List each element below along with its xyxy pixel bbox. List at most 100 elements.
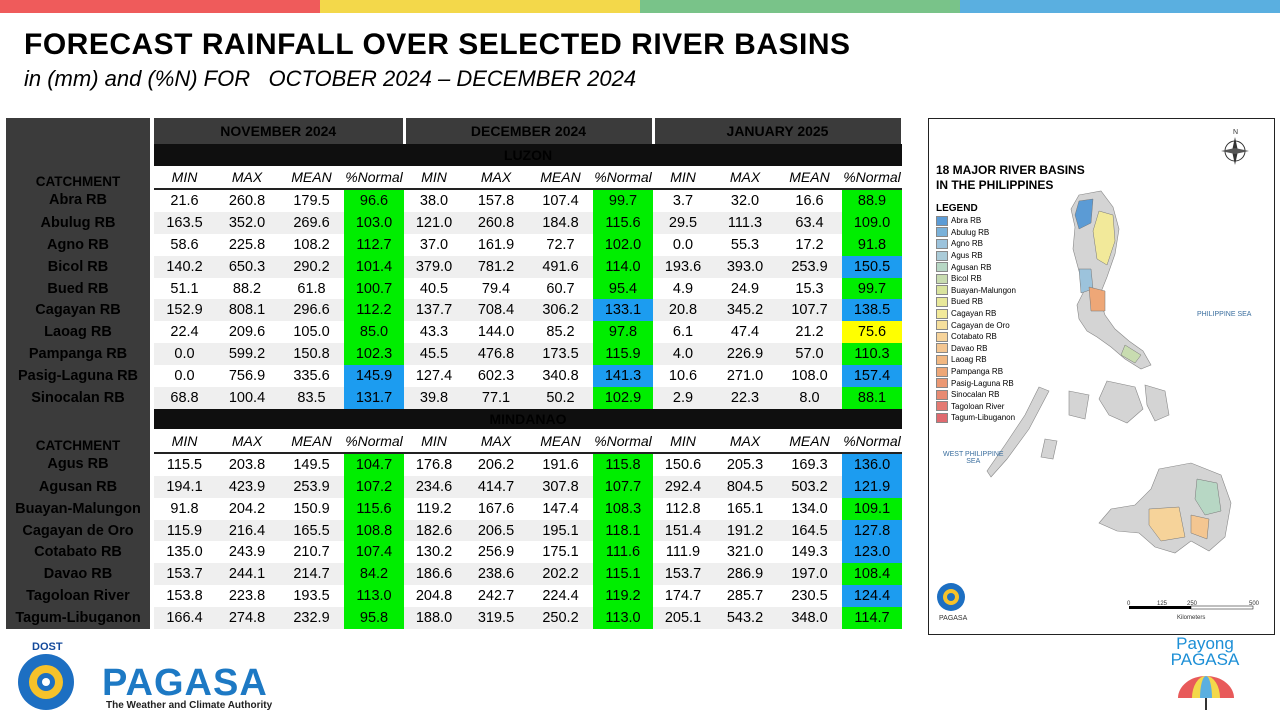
legend-swatch (936, 238, 948, 249)
legend-swatch (936, 250, 948, 261)
legend-swatch (936, 366, 948, 377)
subcolumn-header: %Normal (593, 166, 653, 190)
subcolumn-header: MIN (152, 429, 215, 454)
rainfall-cell: 17.2 (777, 233, 842, 256)
percent-normal-cell: 141.3 (593, 365, 653, 388)
subcolumn-header: MEAN (777, 429, 842, 454)
rainfall-cell: 184.8 (528, 211, 593, 234)
table-row: Abra RB 21.6 260.8 179.5 96.6 38.0 157.8 107.4 9… (6, 189, 902, 212)
legend-swatch (936, 296, 948, 307)
rainfall-cell: 223.8 (215, 585, 279, 608)
legend-item: Sinocalan RB (936, 389, 1016, 401)
rainfall-cell: 152.9 (152, 299, 215, 322)
rainfall-cell: 4.9 (653, 277, 713, 300)
rainfall-cell: 186.6 (404, 563, 464, 586)
legend-swatch (936, 354, 948, 365)
rainfall-cell: 226.9 (713, 343, 777, 366)
legend-label: Bued RB (951, 297, 984, 307)
subcolumn-header: MAX (215, 429, 279, 454)
rainfall-cell: 414.7 (464, 475, 528, 498)
rainfall-cell: 195.1 (528, 519, 593, 542)
subcolumn-header: MIN (404, 429, 464, 454)
legend-item: Buayan-Malungon (936, 285, 1016, 297)
umbrella-icon (1178, 676, 1234, 710)
legend-label: Cotabato RB (951, 332, 997, 342)
scale-tick-250: 250 (1187, 601, 1198, 607)
catchment-name: Sinocalan RB (6, 387, 154, 409)
month-header: DECEMBER 2024 (404, 118, 655, 144)
legend-label: Pasig-Laguna RB (951, 378, 1014, 388)
rainfall-cell: 111.3 (713, 211, 777, 234)
rainfall-cell: 119.2 (404, 497, 464, 520)
rainfall-cell: 40.5 (404, 277, 464, 300)
subcolumn-header: %Normal (344, 429, 404, 454)
rainfall-cell: 340.8 (528, 365, 593, 388)
rainfall-cell: 83.5 (279, 387, 344, 409)
scale-tick-125: 125 (1157, 601, 1168, 607)
rainfall-cell: 781.2 (464, 255, 528, 278)
rainfall-cell: 24.9 (713, 277, 777, 300)
payong-line2: PAGASA (1170, 650, 1240, 669)
rainfall-cell: 193.6 (653, 255, 713, 278)
subcolumn-header: MAX (464, 166, 528, 190)
legend-item: Pasig-Laguna RB (936, 377, 1016, 389)
rainfall-cell: 135.0 (152, 541, 215, 564)
subcolumn-header: MAX (464, 429, 528, 454)
month-header: NOVEMBER 2024 (152, 118, 406, 144)
legend-label: Buayan-Malungon (951, 285, 1016, 295)
subcolumn-header: %Normal (344, 166, 404, 190)
percent-normal-cell: 109.1 (842, 497, 902, 520)
rainfall-cell: 244.1 (215, 563, 279, 586)
color-bar-green (640, 0, 960, 13)
map-title-line2: IN THE PHILIPPINES (936, 178, 1054, 192)
rainfall-cell: 216.4 (215, 519, 279, 542)
rainfall-cell: 32.0 (713, 189, 777, 212)
legend-label: Cagayan RB (951, 309, 997, 319)
scale-bar (1129, 605, 1254, 610)
legend-item: Tagum-Libuganon (936, 412, 1016, 424)
rainfall-cell: 179.5 (279, 189, 344, 212)
rainfall-cell: 108.0 (777, 365, 842, 388)
rainfall-cell: 0.0 (152, 343, 215, 366)
rainfall-cell: 491.6 (528, 255, 593, 278)
rainfall-cell: 194.1 (152, 475, 215, 498)
rainfall-cell: 4.0 (653, 343, 713, 366)
percent-normal-cell: 107.7 (593, 475, 653, 498)
rainfall-cell: 423.9 (215, 475, 279, 498)
percent-normal-cell: 95.8 (344, 607, 404, 630)
rainfall-cell: 209.6 (215, 321, 279, 344)
table-row: Sinocalan RB 68.8 100.4 83.5 131.7 39.8 77.1 50… (6, 387, 902, 409)
page-subtitle: in (mm) and (%N) FOR OCTOBER 2024 – DECE… (24, 66, 637, 91)
rainfall-cell: 163.5 (152, 211, 215, 234)
rainfall-cell: 112.8 (653, 497, 713, 520)
catchment-name: Abulug RB (6, 211, 154, 234)
rainfall-cell: 21.6 (152, 189, 215, 212)
rainfall-cell: 149.3 (777, 541, 842, 564)
catchment-header: CATCHMENT (6, 118, 154, 189)
rainfall-cell: 167.6 (464, 497, 528, 520)
subcolumn-header: %Normal (842, 166, 902, 190)
rainfall-cell: 243.9 (215, 541, 279, 564)
legend-label: Tagoloan River (951, 401, 1005, 411)
rainfall-cell: 210.7 (279, 541, 344, 564)
rainfall-cell: 165.1 (713, 497, 777, 520)
page-title: FORECAST RAINFALL OVER SELECTED RIVER BA… (24, 28, 851, 61)
rainfall-cell: 29.5 (653, 211, 713, 234)
legend-swatch (936, 262, 948, 273)
legend-item: Abulug RB (936, 227, 1016, 239)
compass-icon (1221, 137, 1249, 165)
percent-normal-cell: 111.6 (593, 541, 653, 564)
percent-normal-cell: 124.4 (842, 585, 902, 608)
rainfall-cell: 15.3 (777, 277, 842, 300)
table-row: Cagayan de Oro 115.9 216.4 165.5 108.8 182.6 2… (6, 519, 902, 542)
rainfall-cell: 271.0 (713, 365, 777, 388)
percent-normal-cell: 109.0 (842, 211, 902, 234)
percent-normal-cell: 99.7 (842, 277, 902, 300)
percent-normal-cell: 127.8 (842, 519, 902, 542)
rainfall-cell: 165.5 (279, 519, 344, 542)
rainfall-cell: 543.2 (713, 607, 777, 630)
rainfall-cell: 274.8 (215, 607, 279, 630)
visayas-islands (1040, 380, 1170, 460)
rainfall-cell: 77.1 (464, 387, 528, 409)
percent-normal-cell: 102.9 (593, 387, 653, 409)
